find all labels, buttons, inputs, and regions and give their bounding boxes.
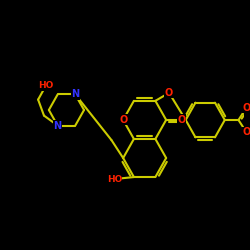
Text: O: O xyxy=(178,115,186,125)
Text: HO: HO xyxy=(38,81,54,90)
Text: O: O xyxy=(242,127,250,137)
Text: O: O xyxy=(165,88,173,98)
Text: O: O xyxy=(119,115,127,125)
Text: N: N xyxy=(54,120,62,130)
Text: HO: HO xyxy=(107,174,122,184)
Text: N: N xyxy=(71,90,79,100)
Text: O: O xyxy=(242,103,250,113)
